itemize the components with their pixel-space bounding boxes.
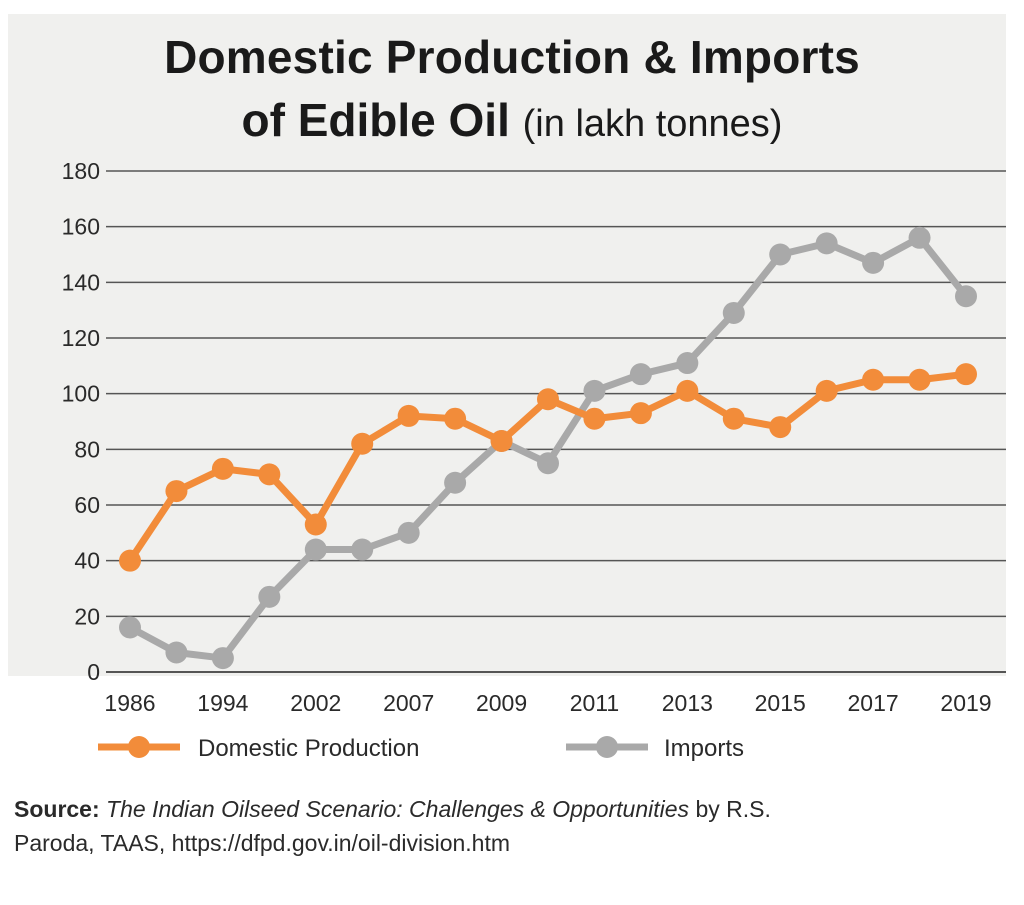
data-point (397, 521, 420, 544)
data-point (444, 471, 467, 494)
series-imports (119, 226, 977, 670)
data-point (444, 407, 467, 430)
data-point (815, 379, 838, 402)
data-point (258, 463, 281, 486)
chart-title: Domestic Production & Imports (164, 31, 860, 83)
data-point (119, 549, 141, 572)
data-point (211, 457, 234, 480)
data-point (119, 616, 141, 639)
data-point (955, 285, 977, 308)
source-rest: Paroda, TAAS, https://dfpd.gov.in/oil-di… (14, 830, 511, 856)
x-tick-label: 2015 (755, 690, 806, 716)
chart-title-line-2: of Edible Oil (in lakh tonnes) (0, 93, 1024, 147)
y-tick-label: 80 (74, 436, 100, 462)
x-tick-label: 2013 (662, 690, 713, 716)
data-point (304, 538, 327, 561)
legend: Domestic Production Imports (98, 735, 744, 762)
legend-marker (596, 736, 618, 758)
x-tick-label: 2007 (383, 690, 434, 716)
data-point (676, 352, 699, 375)
y-axis-ticks: 0 20 40 60 80 100 120 140 160 180 (62, 158, 100, 685)
data-point (769, 243, 792, 266)
series-line (126, 234, 970, 662)
legend-marker (128, 736, 150, 758)
data-point (397, 404, 420, 427)
series-domestic-production (119, 363, 977, 572)
data-point (211, 647, 234, 670)
data-point (769, 416, 792, 439)
data-point (258, 585, 281, 608)
chart-title-main: of Edible Oil (241, 94, 510, 146)
x-tick-label: 2009 (476, 690, 527, 716)
data-point (583, 407, 606, 430)
data-point (165, 480, 188, 503)
data-point (908, 368, 931, 391)
y-tick-label: 60 (74, 492, 100, 518)
data-point (862, 368, 885, 391)
data-point (351, 538, 374, 561)
x-tick-label: 1994 (197, 690, 248, 716)
data-point (304, 513, 327, 536)
legend-label: Domestic Production (198, 735, 419, 762)
data-point (815, 232, 838, 255)
data-point (955, 363, 977, 386)
data-point (490, 429, 513, 452)
grid-layer (106, 170, 1006, 673)
data-point (537, 452, 559, 475)
data-point (583, 379, 606, 402)
legend-item-domestic-production: Domestic Production (98, 735, 419, 762)
y-tick-label: 40 (74, 548, 100, 574)
data-point (676, 379, 699, 402)
data-point (722, 301, 745, 324)
y-tick-label: 140 (62, 269, 100, 295)
x-tick-label: 2019 (940, 690, 991, 716)
source-title: The Indian Oilseed Scenario: Challenges … (106, 796, 690, 822)
y-tick-label: 20 (74, 603, 100, 629)
x-tick-label: 2011 (570, 690, 619, 716)
data-point (908, 226, 931, 249)
data-point (629, 363, 652, 386)
y-tick-label: 160 (62, 214, 100, 240)
data-point (537, 388, 559, 411)
data-point (722, 407, 745, 430)
x-tick-label: 2002 (290, 690, 341, 716)
chart-subtitle: (in lakh tonnes) (522, 103, 783, 145)
source-author: by R.S. (695, 796, 771, 822)
source-label: Source: (14, 796, 100, 822)
data-point (351, 432, 374, 455)
y-tick-label: 0 (87, 659, 100, 685)
source-note: Source: The Indian Oilseed Scenario: Cha… (14, 792, 1004, 860)
chart-panel (8, 14, 1006, 676)
series-layer (119, 226, 977, 670)
y-tick-label: 120 (62, 325, 100, 351)
y-tick-label: 180 (62, 158, 100, 184)
legend-label: Imports (664, 735, 744, 762)
y-tick-label: 100 (62, 381, 100, 407)
data-point (629, 402, 652, 425)
x-tick-label: 1986 (104, 690, 155, 716)
data-point (862, 251, 885, 274)
x-axis-ticks: 1986 1994 2002 2007 2009 2011 2013 2015 2017 2019 (104, 690, 991, 716)
x-tick-label: 2017 (848, 690, 899, 716)
chart-svg: 0 20 40 60 80 100 120 140 160 180 1986 1994 2002 200… (62, 158, 1006, 762)
legend-item-imports: Imports (566, 735, 744, 762)
data-point (165, 641, 188, 664)
